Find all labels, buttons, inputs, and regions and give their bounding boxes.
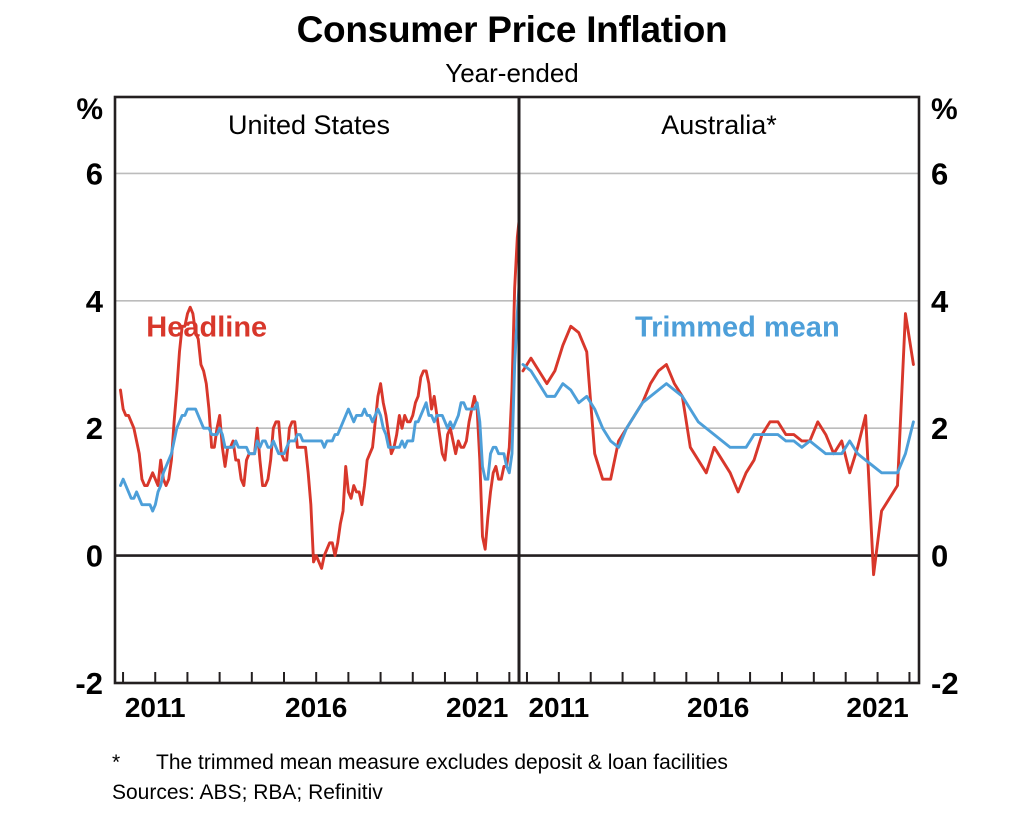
page-title: Consumer Price Inflation xyxy=(296,9,728,50)
footnote-marker: * xyxy=(112,751,121,774)
x-axis-label: 2011 xyxy=(125,692,186,723)
series-line-headline xyxy=(521,312,915,577)
panel-title: Australia* xyxy=(661,110,777,140)
y-axis-label-left: 6 xyxy=(86,156,103,191)
y-axis-label-left: 0 xyxy=(86,539,103,574)
footnote-text: The trimmed mean measure excludes deposi… xyxy=(156,751,728,774)
panel-title: United States xyxy=(228,110,390,140)
y-axis-label-left: -2 xyxy=(75,666,103,701)
y-axis-unit-left: % xyxy=(76,93,103,126)
y-axis-label-right: 2 xyxy=(931,411,948,446)
series-line-headline xyxy=(119,210,519,570)
x-axis-label: 2016 xyxy=(285,692,347,723)
series-annotation-headline: Headline xyxy=(146,311,267,343)
footnote-row: * The trimmed mean measure excludes depos… xyxy=(112,748,972,778)
series-line-trimmed-mean xyxy=(119,267,519,513)
y-axis-label-right: 0 xyxy=(931,539,948,574)
y-axis-unit-right: % xyxy=(931,93,958,126)
plot-frame xyxy=(113,95,921,685)
sources-text: Sources: ABS; RBA; Refinitiv xyxy=(112,781,383,804)
panel-australia xyxy=(521,312,915,577)
y-axis-label-right: 4 xyxy=(931,284,949,319)
y-axis-label-right: 6 xyxy=(931,156,948,191)
series-annotation-trimmed-mean: Trimmed mean xyxy=(635,311,840,343)
y-axis-label-left: 2 xyxy=(86,411,103,446)
x-axis-label: 2011 xyxy=(528,692,589,723)
x-axis-label: 2016 xyxy=(687,692,749,723)
y-axis-label-left: 4 xyxy=(86,284,104,319)
x-axis-label: 2021 xyxy=(846,692,908,723)
chart-footnotes: * The trimmed mean measure excludes depos… xyxy=(112,748,972,808)
panel-united-states xyxy=(119,210,519,570)
series-line-trimmed-mean xyxy=(521,363,915,475)
chart-subtitle: Year-ended xyxy=(445,58,579,88)
y-axis-label-right: -2 xyxy=(931,666,959,701)
x-axis-label: 2021 xyxy=(446,692,508,723)
